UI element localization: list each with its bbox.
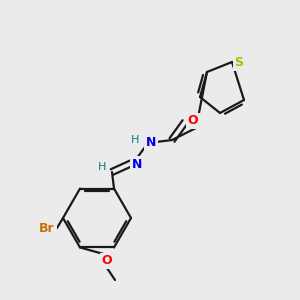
Text: N: N <box>132 158 142 170</box>
Text: Br: Br <box>39 223 55 236</box>
Text: H: H <box>98 162 106 172</box>
Text: O: O <box>188 115 198 128</box>
Text: N: N <box>146 136 156 149</box>
Text: S: S <box>235 56 244 70</box>
Text: O: O <box>102 254 112 268</box>
Text: H: H <box>131 135 139 145</box>
